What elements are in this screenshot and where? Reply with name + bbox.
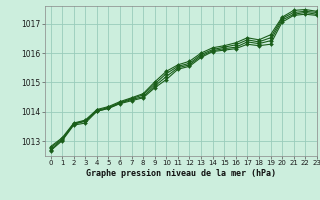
X-axis label: Graphe pression niveau de la mer (hPa): Graphe pression niveau de la mer (hPa)	[86, 169, 276, 178]
